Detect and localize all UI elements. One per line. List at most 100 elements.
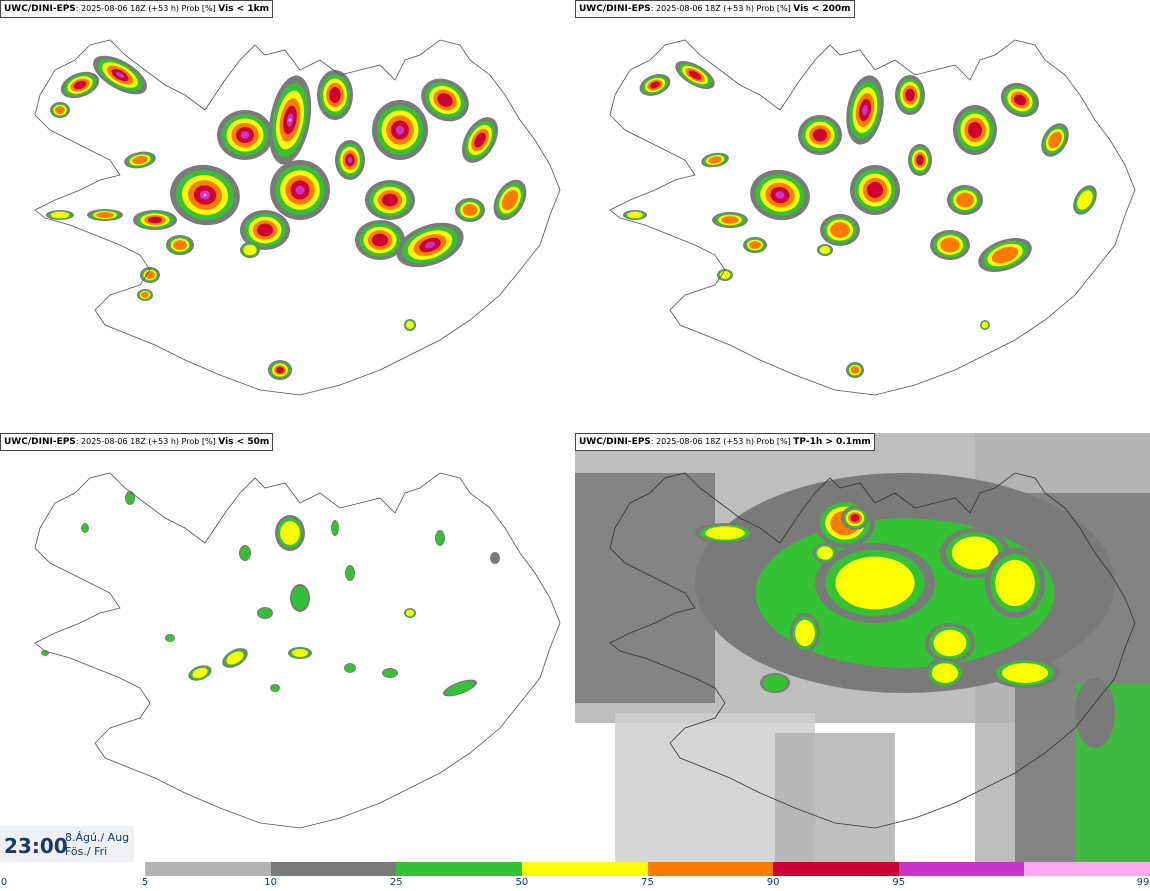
valid-time: 23:00 (4, 834, 68, 858)
iceland-coastline (609, 39, 1136, 396)
colorbar-tick-label: 10 (264, 877, 277, 888)
probability-contour (916, 154, 924, 166)
probability-contour (345, 663, 355, 673)
probability-contour (115, 72, 125, 78)
probability-contour (406, 321, 414, 329)
probability-contour (688, 70, 702, 80)
probability-contour (276, 366, 284, 374)
probability-contour (830, 222, 850, 238)
probability-contour (462, 204, 478, 216)
precip-background-area (775, 733, 895, 863)
probability-contour (437, 93, 453, 107)
colorbar-segment (647, 862, 774, 876)
probability-contour (850, 514, 860, 522)
probability-contour (240, 131, 250, 139)
precip-background-area (575, 473, 715, 703)
probability-contour (292, 649, 308, 657)
probability-contour (258, 608, 272, 618)
probability-contour (474, 132, 486, 148)
colorbar-tick-label: 25 (389, 877, 403, 888)
colorbar-segment (270, 862, 397, 876)
map-panel-precip: UWC/DINI-EPS: 2025-08-06 18Z (+53 h) Pro… (575, 433, 1150, 863)
probability-contour (141, 292, 149, 298)
probability-contour (240, 546, 250, 560)
probability-contour (867, 182, 883, 198)
probability-field (46, 55, 527, 380)
probability-field (695, 473, 1115, 748)
probability-contour (445, 681, 475, 695)
colorbar-segment (773, 862, 900, 876)
colorbar-segment (396, 862, 523, 876)
panel-title: UWC/DINI-EPS: 2025-08-06 18Z (+53 h) Pro… (575, 0, 855, 18)
probability-contour (270, 684, 280, 692)
probability-contour (147, 216, 163, 224)
iceland-map-vis-50m (34, 472, 561, 829)
colorbar-segment (521, 862, 648, 876)
panel-title: UWC/DINI-EPS: 2025-08-06 18Z (+53 h) Pro… (575, 433, 875, 451)
probability-contour (812, 128, 828, 142)
iceland-map-vis-200m (609, 39, 1136, 396)
probability-contour (627, 211, 643, 219)
probability-contour (995, 559, 1035, 607)
probability-contour (132, 155, 148, 165)
map-panel-vis-200m: UWC/DINI-EPS: 2025-08-06 18Z (+53 h) Pro… (575, 0, 1150, 430)
probability-contour (424, 241, 436, 249)
probability-contour (991, 246, 1019, 264)
probability-colorbar (145, 862, 1150, 876)
iceland-coastline (34, 472, 561, 829)
probability-contour (347, 157, 353, 163)
probability-contour (243, 244, 257, 256)
probability-contour (345, 566, 355, 580)
iceland-map-vis-1km (34, 39, 561, 396)
probability-contour (1013, 94, 1027, 106)
probability-contour (203, 193, 207, 197)
colorbar-tick-label: 99 (1136, 877, 1150, 888)
probability-contour (435, 531, 445, 545)
probability-contour (940, 237, 960, 253)
probability-field (41, 491, 500, 697)
probability-contour (331, 521, 339, 535)
colorbar-segment (898, 862, 1025, 876)
colorbar-segment (145, 862, 272, 876)
probability-contour (749, 241, 761, 249)
probability-contour (1077, 190, 1093, 210)
probability-contour (291, 586, 309, 610)
probability-contour (226, 651, 244, 665)
probability-contour (295, 185, 305, 195)
probability-contour (956, 192, 974, 208)
map-panel-vis-50m: UWC/DINI-EPS: 2025-08-06 18Z (+53 h) Pro… (0, 433, 575, 863)
probability-contour (192, 667, 208, 679)
valid-date: 8.Ágú./ Aug Fös./ Fri (65, 831, 130, 858)
probability-contour (288, 118, 292, 122)
probability-contour (383, 668, 397, 678)
colorbar-segment (1024, 862, 1150, 876)
probability-contour (173, 240, 187, 250)
probability-contour (931, 663, 959, 683)
iceland-coastline (34, 39, 561, 396)
probability-contour (501, 190, 519, 210)
colorbar-tick-label: 90 (766, 877, 780, 888)
probability-contour (817, 546, 833, 560)
probability-contour (835, 556, 915, 610)
probability-contour (850, 366, 860, 374)
probability-contour (795, 619, 815, 647)
probability-contour (933, 629, 967, 657)
probability-contour (165, 634, 175, 642)
map-panel-vis-1km: UWC/DINI-EPS: 2025-08-06 18Z (+53 h) Pro… (0, 0, 575, 430)
probability-contour (762, 674, 788, 692)
probability-contour (862, 104, 868, 116)
probability-contour (905, 88, 915, 102)
probability-contour (708, 156, 722, 164)
probability-contour (951, 536, 999, 570)
probability-contour (73, 80, 87, 90)
probability-contour (257, 223, 273, 237)
probability-contour (81, 523, 89, 533)
probability-contour (967, 122, 983, 138)
valid-time-box: 23:00 8.Ágú./ Aug Fös./ Fri (0, 826, 134, 862)
probability-contour (721, 216, 739, 224)
probability-contour (1048, 131, 1062, 149)
probability-field (623, 61, 1097, 378)
colorbar-tick-label: 5 (141, 877, 149, 888)
panel-title: UWC/DINI-EPS: 2025-08-06 18Z (+53 h) Pro… (0, 0, 273, 18)
probability-contour (819, 246, 831, 254)
